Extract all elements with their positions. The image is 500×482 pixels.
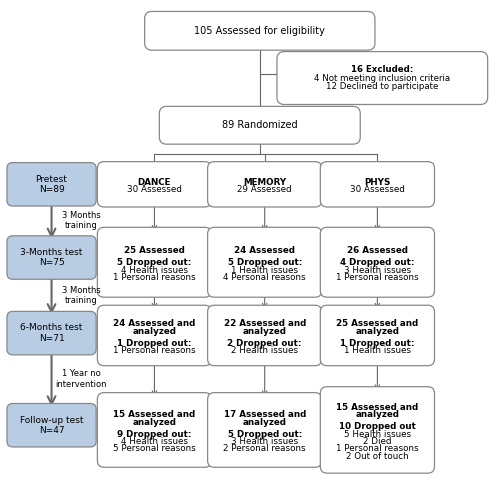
Text: 1 Personal reasons: 1 Personal reasons bbox=[336, 444, 418, 453]
Text: 4 Health issues: 4 Health issues bbox=[121, 437, 188, 446]
FancyBboxPatch shape bbox=[7, 236, 96, 279]
Text: 10 Dropped out: 10 Dropped out bbox=[339, 422, 416, 431]
FancyBboxPatch shape bbox=[7, 311, 96, 355]
Text: analyzed: analyzed bbox=[356, 410, 400, 419]
Text: analyzed: analyzed bbox=[356, 327, 400, 336]
Text: PHYS: PHYS bbox=[364, 178, 390, 187]
Text: 16 Excluded:: 16 Excluded: bbox=[351, 65, 414, 74]
FancyBboxPatch shape bbox=[277, 52, 488, 105]
Text: DANCE: DANCE bbox=[138, 178, 171, 187]
FancyBboxPatch shape bbox=[320, 228, 434, 297]
Text: 4 Health issues: 4 Health issues bbox=[121, 266, 188, 275]
Text: 15 Assessed and: 15 Assessed and bbox=[336, 403, 418, 412]
Text: 3 Months
training: 3 Months training bbox=[62, 211, 100, 230]
FancyBboxPatch shape bbox=[7, 403, 96, 447]
Text: 30 Assessed: 30 Assessed bbox=[127, 185, 182, 194]
Text: 2 Dropped out:: 2 Dropped out: bbox=[228, 339, 302, 348]
Text: 1 Year no
intervention: 1 Year no intervention bbox=[55, 369, 106, 388]
Text: 105 Assessed for eligibility: 105 Assessed for eligibility bbox=[194, 26, 325, 36]
FancyBboxPatch shape bbox=[144, 12, 375, 50]
Text: 3 Months
training: 3 Months training bbox=[62, 286, 100, 305]
FancyBboxPatch shape bbox=[208, 393, 322, 467]
Text: Follow-up test
N=47: Follow-up test N=47 bbox=[20, 415, 84, 435]
Text: 22 Assessed and: 22 Assessed and bbox=[224, 320, 306, 328]
Text: 12 Declined to participate: 12 Declined to participate bbox=[326, 82, 438, 91]
Text: 17 Assessed and: 17 Assessed and bbox=[224, 410, 306, 419]
FancyBboxPatch shape bbox=[320, 387, 434, 473]
Text: 4 Not meeting inclusion criteria: 4 Not meeting inclusion criteria bbox=[314, 74, 450, 82]
FancyBboxPatch shape bbox=[320, 305, 434, 366]
Text: 5 Personal reasons: 5 Personal reasons bbox=[113, 444, 196, 453]
Text: 24 Assessed and: 24 Assessed and bbox=[114, 320, 196, 328]
Text: 4 Personal reasons: 4 Personal reasons bbox=[224, 273, 306, 282]
Text: 1 Dropped out:: 1 Dropped out: bbox=[117, 339, 192, 348]
Text: 30 Assessed: 30 Assessed bbox=[350, 185, 405, 194]
Text: analyzed: analyzed bbox=[242, 417, 286, 427]
Text: 1 Personal reasons: 1 Personal reasons bbox=[336, 273, 418, 282]
Text: 6-Months test
N=71: 6-Months test N=71 bbox=[20, 323, 82, 343]
Text: analyzed: analyzed bbox=[242, 327, 286, 336]
FancyBboxPatch shape bbox=[320, 161, 434, 207]
Text: 89 Randomized: 89 Randomized bbox=[222, 120, 298, 130]
FancyBboxPatch shape bbox=[160, 107, 360, 144]
Text: 5 Dropped out:: 5 Dropped out: bbox=[228, 258, 302, 268]
FancyBboxPatch shape bbox=[208, 228, 322, 297]
Text: Pretest
N=89: Pretest N=89 bbox=[36, 174, 68, 194]
FancyBboxPatch shape bbox=[208, 161, 322, 207]
Text: 24 Assessed: 24 Assessed bbox=[234, 246, 295, 255]
Text: 1 Health issues: 1 Health issues bbox=[231, 266, 298, 275]
Text: 25 Assessed and: 25 Assessed and bbox=[336, 320, 418, 328]
Text: 15 Assessed and: 15 Assessed and bbox=[114, 410, 196, 419]
FancyBboxPatch shape bbox=[208, 305, 322, 366]
Text: 5 Dropped out:: 5 Dropped out: bbox=[118, 258, 192, 268]
Text: 4 Dropped out:: 4 Dropped out: bbox=[340, 258, 414, 268]
Text: 1 Dropped out:: 1 Dropped out: bbox=[340, 339, 414, 348]
FancyBboxPatch shape bbox=[98, 161, 212, 207]
Text: 5 Health issues: 5 Health issues bbox=[344, 429, 411, 439]
Text: analyzed: analyzed bbox=[132, 417, 176, 427]
Text: 25 Assessed: 25 Assessed bbox=[124, 246, 185, 255]
FancyBboxPatch shape bbox=[98, 305, 212, 366]
Text: 29 Assessed: 29 Assessed bbox=[238, 185, 292, 194]
Text: MEMORY: MEMORY bbox=[243, 178, 286, 187]
Text: 2 Died: 2 Died bbox=[363, 437, 392, 446]
Text: 1 Personal reasons: 1 Personal reasons bbox=[113, 273, 196, 282]
Text: 1 Health issues: 1 Health issues bbox=[344, 346, 411, 355]
FancyBboxPatch shape bbox=[98, 228, 212, 297]
Text: 9 Dropped out:: 9 Dropped out: bbox=[117, 429, 192, 439]
Text: 1 Personal reasons: 1 Personal reasons bbox=[113, 346, 196, 355]
Text: 26 Assessed: 26 Assessed bbox=[347, 246, 408, 255]
Text: 2 Personal reasons: 2 Personal reasons bbox=[224, 444, 306, 453]
FancyBboxPatch shape bbox=[98, 393, 212, 467]
FancyBboxPatch shape bbox=[7, 162, 96, 206]
Text: 3 Health issues: 3 Health issues bbox=[344, 266, 411, 275]
Text: 2 Health issues: 2 Health issues bbox=[231, 346, 298, 355]
Text: 5 Dropped out:: 5 Dropped out: bbox=[228, 429, 302, 439]
Text: analyzed: analyzed bbox=[132, 327, 176, 336]
Text: 2 Out of touch: 2 Out of touch bbox=[346, 452, 408, 461]
Text: 3 Health issues: 3 Health issues bbox=[231, 437, 298, 446]
Text: 3-Months test
N=75: 3-Months test N=75 bbox=[20, 248, 82, 267]
